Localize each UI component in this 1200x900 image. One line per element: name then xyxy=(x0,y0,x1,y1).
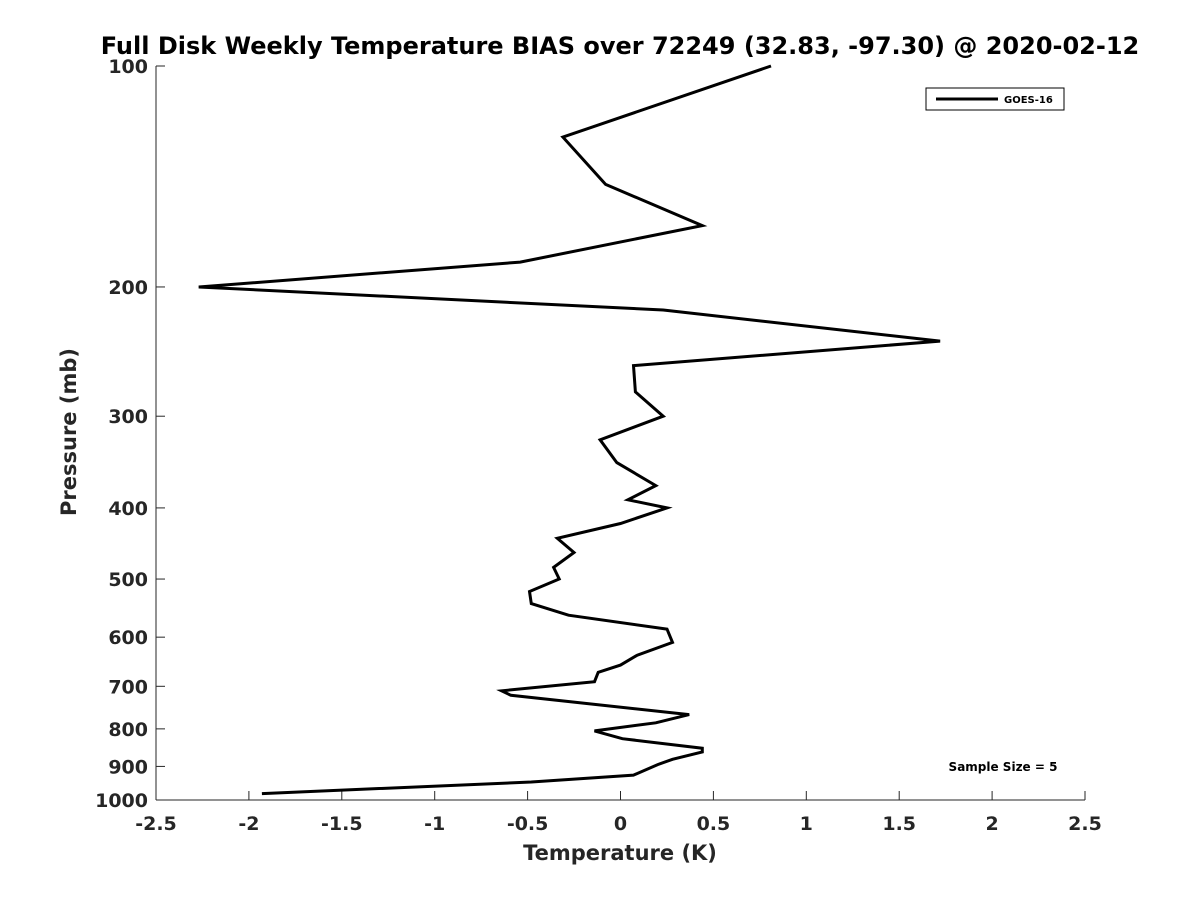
x-tick-label: -1.5 xyxy=(321,813,363,835)
x-axis-ticks: -2.5 -2 -1.5 -1 -0.5 0 0.5 1 1.5 2 2.5 xyxy=(135,791,1102,835)
x-tick-label: -2 xyxy=(238,813,259,835)
x-tick-label: 0.5 xyxy=(697,813,731,835)
x-tick-label: 1.5 xyxy=(882,813,916,835)
chart-title: Full Disk Weekly Temperature BIAS over 7… xyxy=(101,32,1140,60)
y-tick-label: 900 xyxy=(108,756,148,778)
y-tick-label: 200 xyxy=(108,277,148,299)
legend: GOES-16 xyxy=(925,87,1065,111)
y-axis-ticks: 100 200 300 400 500 600 700 800 900 1000 xyxy=(95,56,165,812)
series-layer xyxy=(198,64,941,796)
x-tick-label: -1 xyxy=(424,813,445,835)
x-tick-label: 2.5 xyxy=(1068,813,1102,835)
y-tick-label: 300 xyxy=(108,406,148,428)
y-tick-label: 500 xyxy=(108,569,148,591)
x-tick-label: -0.5 xyxy=(507,813,549,835)
y-tick-label: 400 xyxy=(108,498,148,520)
sample-size-annotation: Sample Size = 5 xyxy=(949,760,1058,774)
x-tick-label: 2 xyxy=(985,813,998,835)
x-tick-label: 0 xyxy=(614,813,627,835)
y-axis-label: Pressure (mb) xyxy=(57,348,81,516)
series-line-goes-16 xyxy=(198,64,941,796)
y-tick-label: 1000 xyxy=(95,790,148,812)
y-tick-label: 800 xyxy=(108,719,148,741)
y-tick-label: 100 xyxy=(108,56,148,78)
x-tick-label: 1 xyxy=(800,813,813,835)
x-axis-label: Temperature (K) xyxy=(523,841,717,865)
legend-label-goes-16: GOES-16 xyxy=(1004,95,1053,106)
y-tick-label: 600 xyxy=(108,627,148,649)
x-tick-label: -2.5 xyxy=(135,813,177,835)
y-tick-label: 700 xyxy=(108,676,148,698)
